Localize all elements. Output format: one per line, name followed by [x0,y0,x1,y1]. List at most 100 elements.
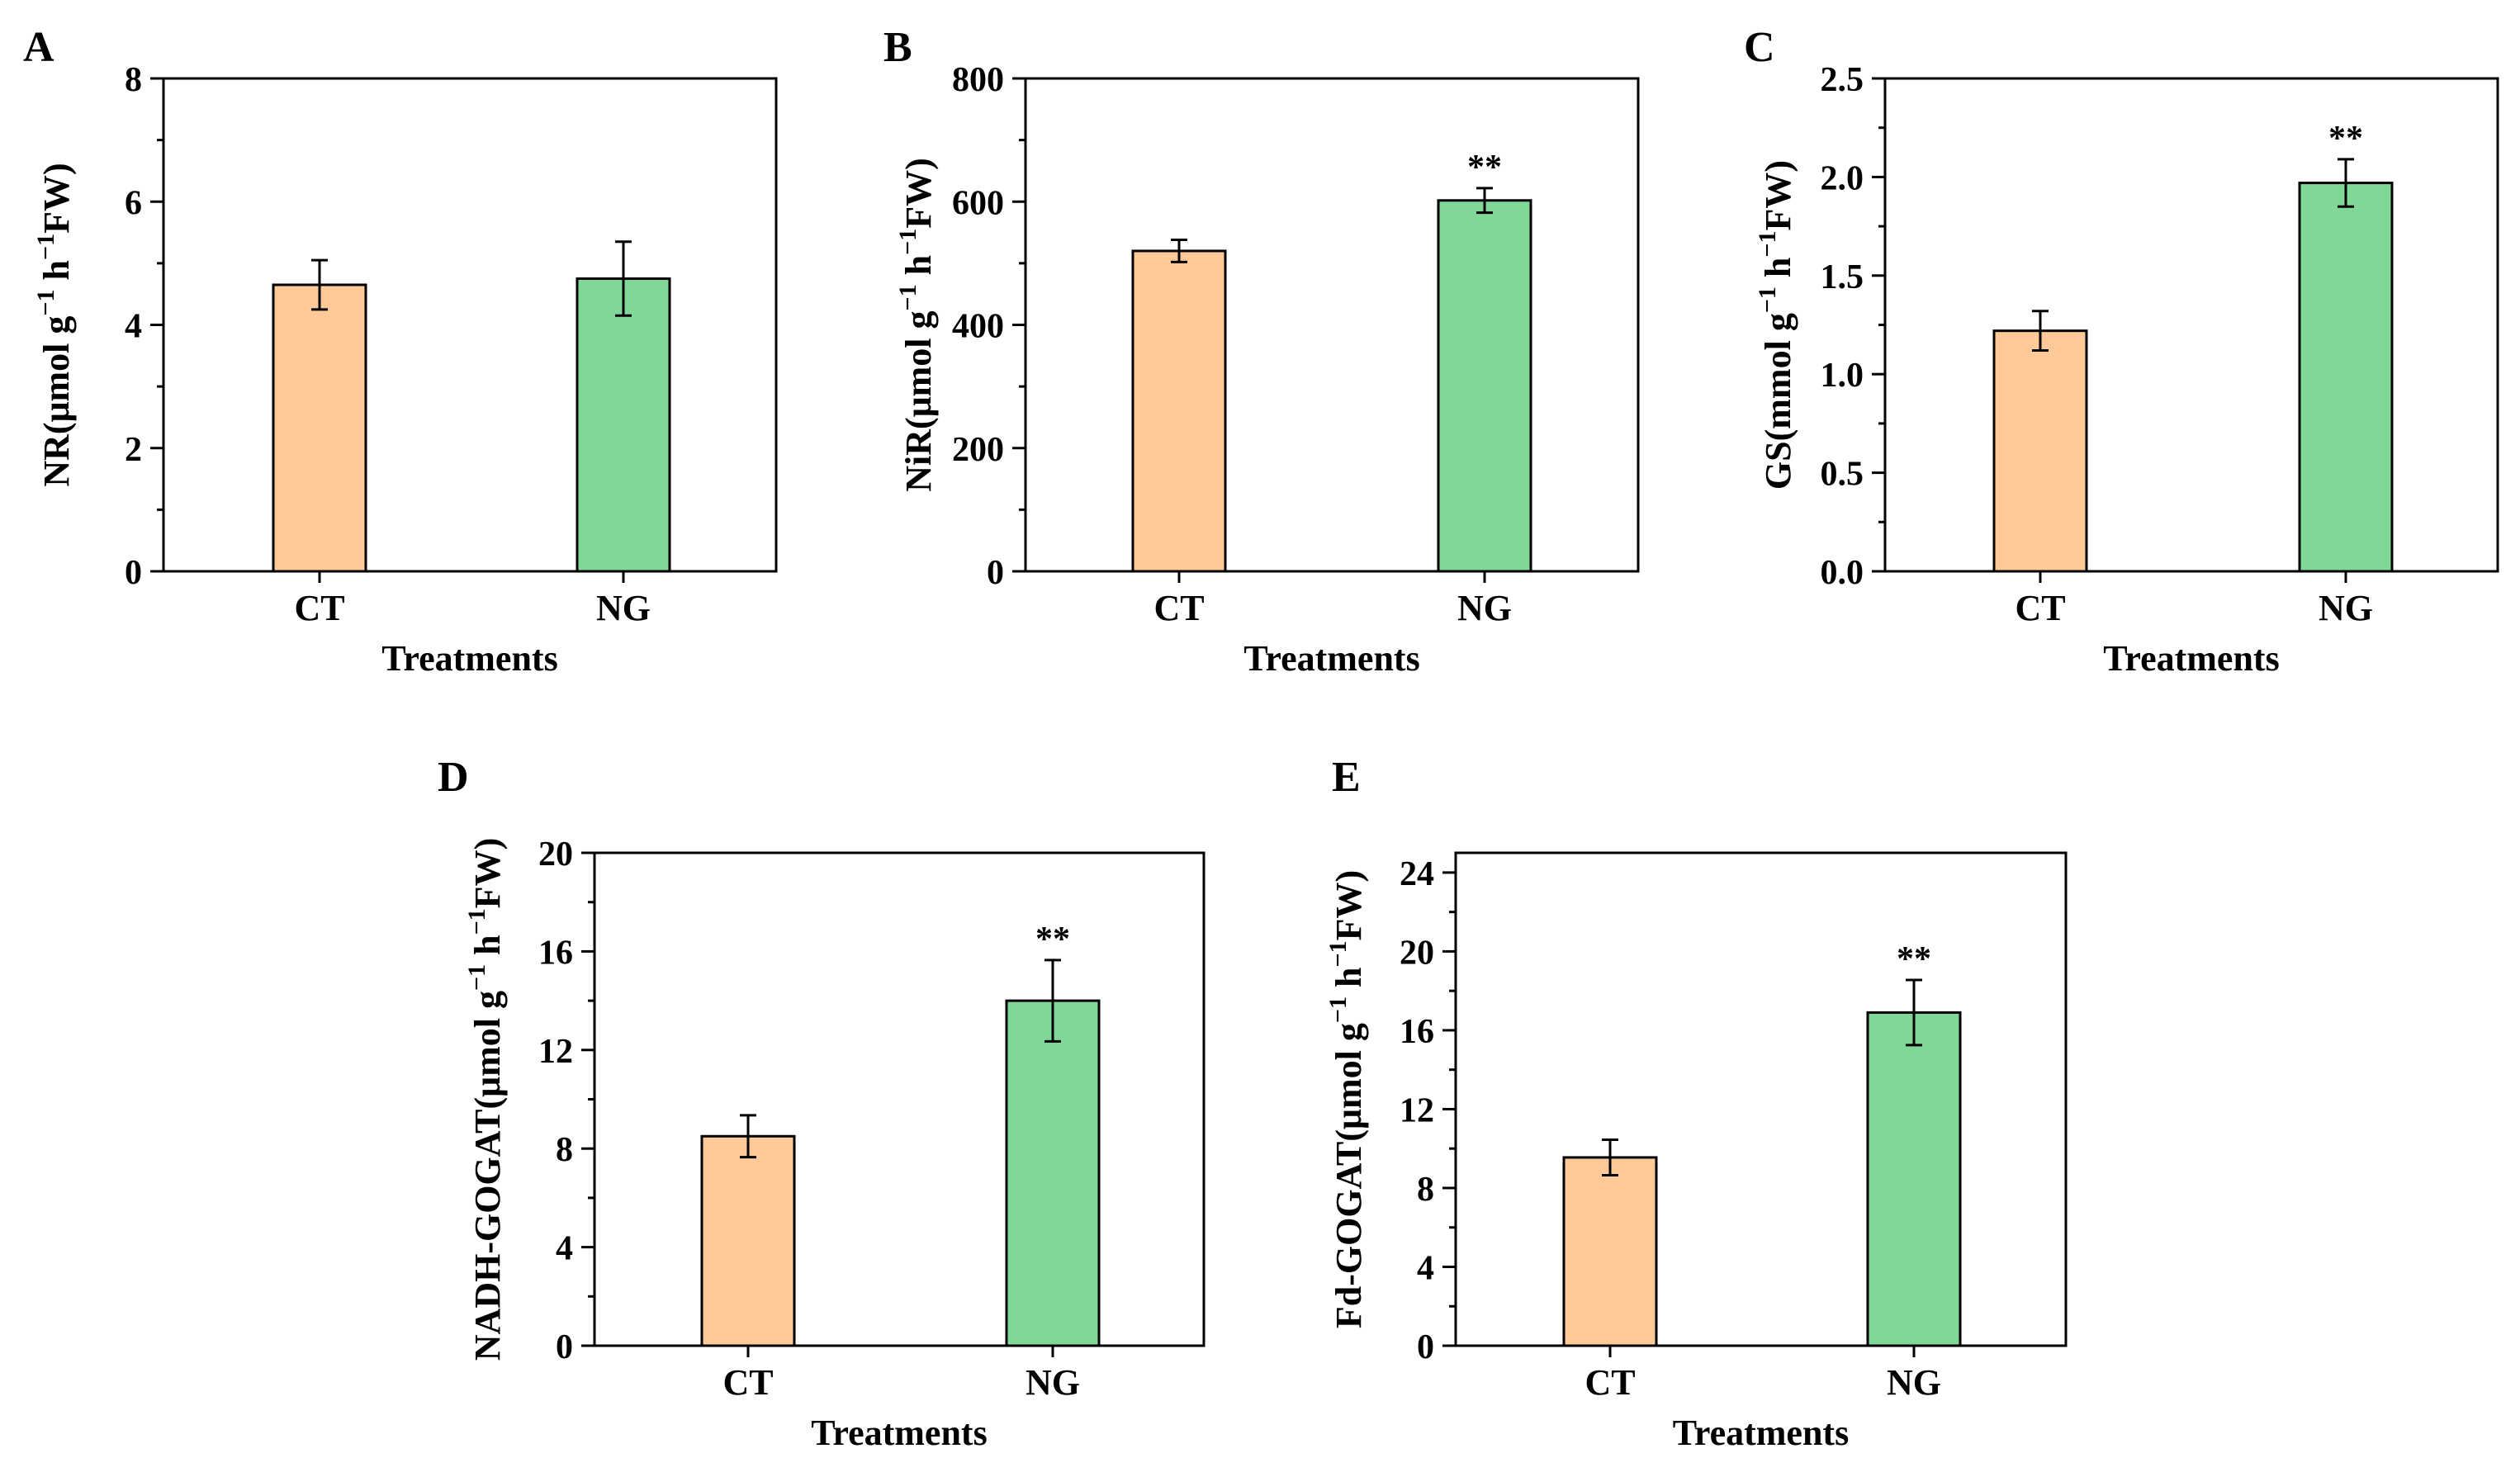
y-axis-title-superscript: −1 [1324,996,1352,1023]
y-tick-label: 4 [1417,1249,1434,1287]
y-axis-title-superscript: −1 [463,908,490,935]
chart-panel-b: B 0 200 400 600 800 CT ** NG Treatments NiR(μmol g… [883,24,1640,679]
y-tick-label: 800 [952,61,1004,99]
y-axis-title: GS(mmol g−1 h−1FW) [1754,160,1798,490]
bar-ng [1437,199,1532,573]
bar-ng [576,277,671,573]
significance-marker: ** [1897,940,1931,978]
y-axis-title-part: NADH-GOGAT(μmol g [467,991,508,1361]
y-axis-title-part: FW) [36,163,77,234]
y-axis-title-part: h [1758,258,1798,286]
x-axis-title: Treatments [1243,638,1419,679]
bar-ct [700,1134,796,1347]
x-category-label: CT [722,1362,773,1403]
significance-marker: ** [2328,120,2363,158]
y-axis-title-part: h [1329,968,1369,996]
y-tick-label: 400 [952,308,1004,346]
y-axis-title-part: NiR(μmol g [898,310,939,491]
y-tick-label: 2 [125,431,142,469]
panel-letter: D [438,754,469,801]
x-category-label: CT [2015,588,2065,628]
significance-marker: ** [1035,921,1070,959]
bar-ct [1992,329,2088,573]
y-tick-label: 600 [952,184,1004,222]
x-axis-title: Treatments [381,638,557,679]
x-category-label: CT [1584,1362,1635,1403]
plot-frame [162,77,778,573]
y-tick-label: 20 [538,836,573,873]
bar-ng [1005,999,1101,1347]
y-axis-title-superscript: −1 [32,234,59,260]
y-tick-label: 16 [538,934,573,972]
y-axis-title-part: h [898,255,939,284]
y-tick-label: 8 [556,1131,573,1169]
panel-letter: C [1744,24,1775,71]
significance-marker: ** [1467,149,1502,187]
x-axis-title: Treatments [811,1413,987,1453]
y-tick-label: 16 [1400,1013,1434,1051]
y-tick-label: 12 [538,1033,573,1071]
y-tick-label: 4 [556,1230,573,1268]
bar-ng [1866,1011,1962,1347]
panel-letter: B [883,24,912,71]
y-axis-title-part: Fd-GOGAT(μmol g [1329,1023,1369,1328]
y-tick-label: 8 [1417,1171,1434,1209]
x-category-label: NG [1887,1362,1941,1403]
x-axis-title: Treatments [1673,1413,1849,1453]
y-tick-label: 24 [1400,855,1434,893]
y-tick-label: 8 [125,61,142,99]
y-tick-label: 1.0 [1821,357,1864,395]
y-axis-title-superscript: −1 [32,289,59,315]
x-category-label: NG [596,588,651,628]
bar-ct [1562,1156,1658,1347]
y-axis-title-part: FW) [1758,160,1798,231]
y-axis-title: NiR(μmol g−1 h−1FW) [894,158,939,491]
panel-letter: A [23,24,54,71]
y-axis-title-superscript: −1 [894,284,921,310]
x-category-label: NG [1026,1362,1080,1403]
y-tick-label: 0 [987,554,1004,592]
y-axis-title-superscript: −1 [1754,230,1781,257]
y-tick-label: 20 [1400,934,1434,972]
y-tick-label: 2.0 [1821,159,1864,197]
x-category-label: CT [294,588,344,628]
x-axis-title: Treatments [2103,638,2279,679]
y-tick-label: 1.5 [1821,258,1864,296]
y-axis-title-superscript: −1 [1324,940,1352,967]
y-tick-label: 0 [125,554,142,592]
y-tick-label: 2.5 [1821,61,1864,99]
y-tick-label: 4 [125,308,142,346]
x-category-label: NG [2319,588,2373,628]
plot-frame [1883,77,2499,573]
chart-panel-e: E 0 4 8 12 16 20 24 CT ** NG Treatments Fd-GOGAT(μmo… [1324,754,2068,1453]
y-tick-label: 0.0 [1821,554,1864,592]
plot-frame [593,851,1206,1347]
y-tick-label: 0 [556,1328,573,1366]
y-axis-title-part: h [467,935,508,963]
y-tick-label: 0 [1417,1328,1434,1366]
chart-panel-d: D 0 4 8 12 16 20 CT ** NG Treatments NADH-GOGAT(μmo… [438,754,1206,1453]
y-axis-title-part: FW) [898,158,939,229]
y-tick-label: 200 [952,431,1004,469]
y-axis-title: Fd-GOGAT(μmol g−1 h−1FW) [1324,870,1369,1328]
y-axis-title-part: GS(mmol g [1758,313,1798,490]
plot-frame [1454,851,2068,1347]
y-axis-title: NADH-GOGAT(μmol g−1 h−1FW) [463,838,508,1361]
bar-ct [1131,249,1227,573]
y-axis-title-part: NR(μmol g [36,316,77,487]
panel-letter: E [1332,754,1361,801]
y-axis-title: NR(μmol g−1 h−1FW) [32,163,77,486]
y-axis-title-superscript: −1 [1754,286,1781,313]
bar-ct [272,283,367,573]
x-category-label: CT [1153,588,1204,628]
y-axis-title-part: FW) [467,838,508,909]
y-axis-title-superscript: −1 [463,964,490,991]
x-category-label: NG [1457,588,1512,628]
y-axis-title-part: FW) [1329,870,1369,941]
y-tick-label: 12 [1400,1091,1434,1129]
y-tick-label: 0.5 [1821,456,1864,494]
y-axis-title-part: h [36,260,77,289]
y-tick-label: 6 [125,184,142,222]
